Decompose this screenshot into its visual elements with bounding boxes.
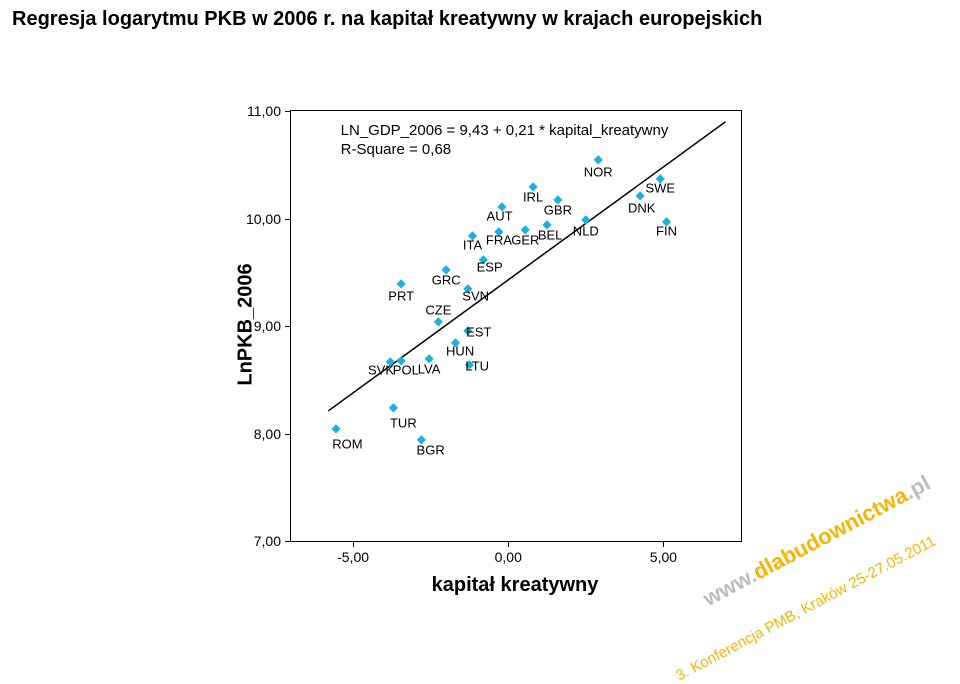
data-point: ◆ bbox=[594, 153, 603, 165]
x-tick-label: -5,00 bbox=[337, 549, 369, 565]
watermark-post: .pl bbox=[900, 470, 934, 504]
data-point-label: DNK bbox=[628, 200, 655, 215]
data-point: ◆ bbox=[636, 189, 645, 201]
fit-line bbox=[291, 111, 741, 541]
data-point-label: IRL bbox=[523, 190, 543, 205]
data-point-label: NLD bbox=[573, 224, 599, 239]
data-point-label: SVK bbox=[368, 363, 394, 378]
data-point-label: FRA bbox=[486, 233, 512, 248]
data-point-label: LVA bbox=[418, 362, 441, 377]
data-point-label: BEL bbox=[538, 227, 563, 242]
data-point: ◆ bbox=[581, 213, 590, 225]
x-tick-label: 0,00 bbox=[495, 549, 522, 565]
y-tick-label: 11,00 bbox=[221, 103, 281, 119]
data-point-label: PRT bbox=[388, 288, 414, 303]
page-title: Regresja logarytmu PKB w 2006 r. na kapi… bbox=[12, 8, 762, 31]
data-point-label: GRC bbox=[432, 272, 461, 287]
y-tick-mark bbox=[285, 219, 291, 220]
y-tick-label: 10,00 bbox=[221, 211, 281, 227]
y-tick-label: 8,00 bbox=[221, 426, 281, 442]
data-point-label: ESP bbox=[477, 259, 503, 274]
data-point-label: ITA bbox=[463, 238, 482, 253]
data-point: ◆ bbox=[389, 401, 398, 413]
x-axis-label: kapitał kreatywny bbox=[290, 574, 740, 597]
y-tick-label: 7,00 bbox=[221, 533, 281, 549]
data-point-label: FIN bbox=[656, 224, 677, 239]
y-tick-label: 9,00 bbox=[221, 318, 281, 334]
data-point-label: HUN bbox=[446, 343, 474, 358]
data-point-label: EST bbox=[466, 325, 491, 340]
regression-equation: R-Square = 0,68 bbox=[341, 141, 452, 158]
x-tick-label: 5,00 bbox=[650, 549, 677, 565]
scatter-chart: LnPKB_2006 -5,000,005,007,008,009,0010,0… bbox=[170, 90, 770, 630]
data-point-label: AUT bbox=[487, 209, 513, 224]
data-point: ◆ bbox=[331, 422, 340, 434]
watermark-dom: dlabudownictwa bbox=[749, 482, 912, 584]
regression-equation: LN_GDP_2006 = 9,43 + 0,21 * kapital_krea… bbox=[341, 122, 669, 139]
data-point: ◆ bbox=[397, 277, 406, 289]
x-tick-mark bbox=[353, 541, 354, 547]
x-tick-mark bbox=[508, 541, 509, 547]
data-point-label: TUR bbox=[390, 415, 417, 430]
x-tick-mark bbox=[663, 541, 664, 547]
data-point-label: GER bbox=[511, 233, 539, 248]
data-point-label: POL bbox=[393, 363, 419, 378]
data-point-label: SVN bbox=[462, 288, 489, 303]
data-point-label: SWE bbox=[645, 181, 675, 196]
data-point-label: LTU bbox=[465, 358, 489, 373]
data-point-label: CZE bbox=[425, 302, 451, 317]
y-tick-mark bbox=[285, 111, 291, 112]
data-point-label: ROM bbox=[332, 437, 362, 452]
data-point-label: GBR bbox=[544, 202, 572, 217]
plot-area: -5,000,005,007,008,009,0010,0011,00LN_GD… bbox=[290, 110, 742, 542]
y-tick-mark bbox=[285, 434, 291, 435]
data-point-label: BGR bbox=[417, 442, 445, 457]
y-tick-mark bbox=[285, 541, 291, 542]
y-tick-mark bbox=[285, 326, 291, 327]
data-point-label: NOR bbox=[584, 165, 613, 180]
